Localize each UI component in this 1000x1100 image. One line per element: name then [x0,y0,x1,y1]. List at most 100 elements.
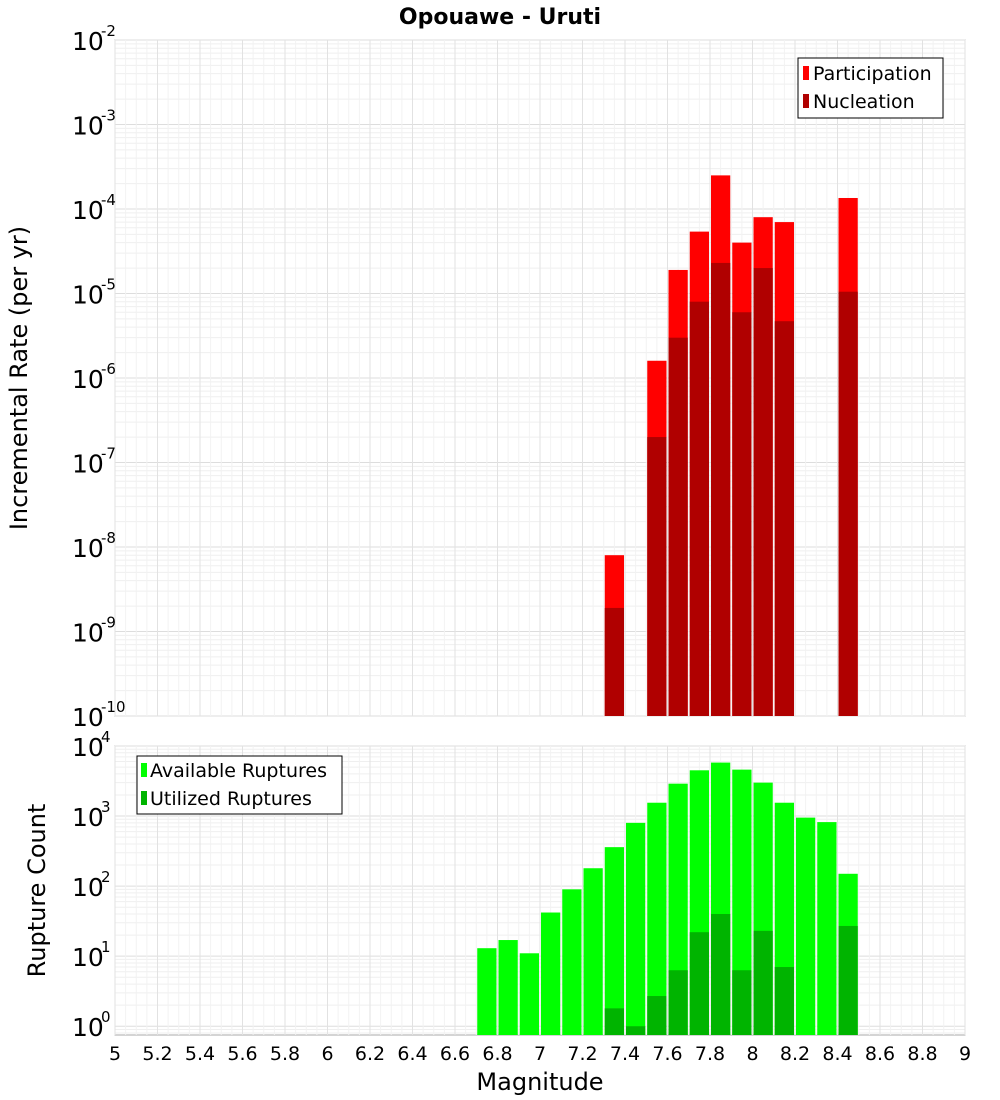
x-tick-label: 6.8 [482,1043,512,1065]
participation-legend-label: Participation [813,63,932,85]
utilized-ruptures-legend-label: Utilized Ruptures [150,788,312,810]
top-bar-nucleation [711,262,731,716]
bottom-bar-utilized-ruptures [647,996,667,1035]
top-y-tick-exponent: -8 [101,529,116,547]
x-tick-label: 8 [746,1043,758,1065]
top-y-tick-label: 10 [72,450,104,479]
x-tick-label: 6.2 [355,1043,385,1065]
top-y-tick-exponent: -10 [101,698,126,716]
x-tick-label: 5.2 [142,1043,172,1065]
bottom-bar-available-ruptures [626,822,646,1035]
bottom-bar-available-ruptures [604,847,624,1035]
x-tick-label: 6 [321,1043,333,1065]
bottom-y-tick-exponent: 4 [101,728,111,746]
top-y-tick-label: 10 [72,281,104,310]
top-y-tick-label: 10 [72,619,104,648]
x-tick-label: 8.6 [865,1043,895,1065]
top-legend-box [797,57,944,119]
top-bar-nucleation [774,321,794,716]
top-grid [114,39,966,717]
bottom-bar-utilized-ruptures [668,970,688,1035]
top-y-tick-label: 10 [72,196,104,225]
bottom-bar-available-ruptures [647,802,667,1035]
top-bar-nucleation [838,291,858,716]
bottom-bar-available-ruptures [477,948,497,1035]
top-y-tick-label: 10 [72,534,104,563]
x-tick-label: 6.6 [440,1043,470,1065]
top-y-tick-label: 10 [72,27,104,56]
top-bar-nucleation [647,437,667,716]
top-y-tick-exponent: -3 [101,107,116,125]
x-tick-label: 6.4 [397,1043,427,1065]
bottom-y-tick-label: 10 [72,873,104,902]
bottom-y-tick-exponent: 1 [101,938,111,956]
x-tick-label: 5.4 [185,1043,215,1065]
top-bar-nucleation [732,312,752,716]
bottom-y-tick-label: 10 [72,1013,104,1042]
x-tick-label: 8.2 [780,1043,810,1065]
top-y-tick-label: 10 [72,703,104,732]
bottom-y-tick-exponent: 3 [101,798,111,816]
bottom-bar-utilized-ruptures [626,1026,646,1035]
utilized-ruptures-swatch [141,791,147,805]
bottom-bar-utilized-ruptures [753,930,773,1035]
available-ruptures-legend-label: Available Ruptures [150,760,327,782]
bottom-bar-available-ruptures [817,822,837,1035]
bottom-bar-available-ruptures [519,953,539,1035]
top-y-tick-exponent: -2 [101,22,116,40]
top-bars [604,175,858,717]
x-tick-label: 5.8 [270,1043,300,1065]
nucleation-swatch [803,94,809,108]
bottom-y-tick-exponent: 2 [101,868,111,886]
top-bar-nucleation [689,301,709,716]
bottom-bar-available-ruptures [732,769,752,1035]
x-tick-label: 7 [534,1043,546,1065]
bottom-bar-available-ruptures [796,817,816,1035]
participation-swatch [803,66,809,80]
top-bar-nucleation [753,268,773,716]
x-tick-label: 7.4 [610,1043,640,1065]
x-tick-labels: 5 5.2 5.4 5.6 5.8 6 6.2 6.4 6.6 6.8 7 7.2 7.4 7.6 7.8 8… [109,1043,971,1065]
bottom-bar-available-ruptures [562,889,582,1035]
x-axis-label: Magnitude [476,1068,603,1096]
top-bar-nucleation [668,337,688,716]
bottom-legend-box [136,755,343,815]
x-tick-label: 5.6 [227,1043,257,1065]
bottom-legend: Available Ruptures Utilized Ruptures [136,755,343,815]
bottom-bars [477,762,858,1035]
bottom-y-tick-label: 10 [72,943,104,972]
bottom-bar-utilized-ruptures [838,925,858,1035]
top-y-tick-label: 10 [72,365,104,394]
top-y-tick-exponent: -7 [101,445,116,463]
bottom-bar-available-ruptures [541,912,561,1035]
bottom-bar-available-ruptures [583,868,603,1035]
nucleation-legend-label: Nucleation [813,91,915,113]
top-bar-nucleation [604,607,624,716]
top-y-tick-exponent: -4 [101,191,116,209]
chart-title: Opouawe - Uruti [399,5,601,30]
x-tick-label: 8.8 [907,1043,937,1065]
top-y-tick-exponent: -9 [101,614,116,632]
bottom-bar-utilized-ruptures [774,967,794,1035]
bottom-y-tick-exponent: 0 [101,1008,111,1026]
top-y-tick-label: 10 [72,112,104,141]
top-y-tick-exponent: -6 [101,360,116,378]
bottom-y-axis-label: Rupture Count [23,804,51,978]
bottom-bar-utilized-ruptures [732,970,752,1035]
x-tick-label: 9 [959,1043,971,1065]
bottom-bar-available-ruptures [498,940,518,1035]
x-tick-label: 5 [109,1043,121,1065]
x-tick-label: 7.2 [567,1043,597,1065]
bottom-bar-utilized-ruptures [711,914,731,1035]
bottom-y-tick-label: 10 [72,733,104,762]
available-ruptures-swatch [141,763,147,777]
bottom-bar-utilized-ruptures [689,932,709,1035]
top-y-tick-exponent: -5 [101,276,116,294]
top-y-axis-label: Incremental Rate (per yr) [5,226,33,530]
x-tick-label: 7.6 [652,1043,682,1065]
